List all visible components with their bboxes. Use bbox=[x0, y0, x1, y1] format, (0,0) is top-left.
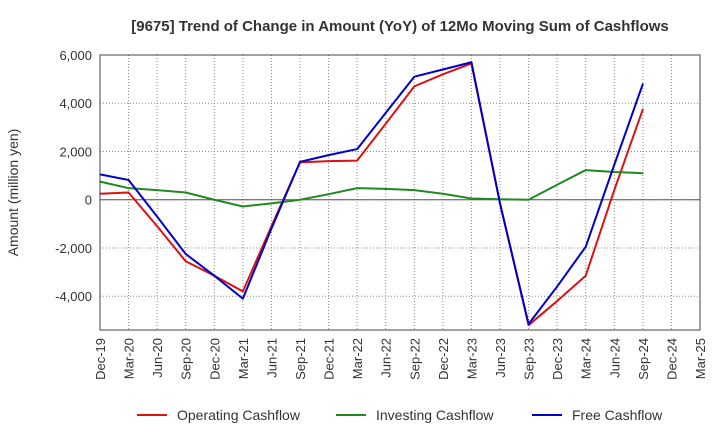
data-point bbox=[242, 297, 244, 300]
data-point bbox=[642, 108, 644, 111]
legend-label: Investing Cashflow bbox=[376, 407, 494, 423]
data-point bbox=[470, 197, 473, 200]
data-point bbox=[184, 260, 187, 263]
legend-label: Operating Cashflow bbox=[177, 407, 301, 423]
data-point bbox=[156, 189, 158, 191]
data-point bbox=[213, 274, 216, 277]
data-point bbox=[384, 188, 387, 190]
data-point bbox=[327, 193, 330, 195]
x-tick-label: Sep-20 bbox=[179, 338, 194, 380]
data-point bbox=[584, 245, 587, 248]
x-tick-label: Dec-22 bbox=[436, 338, 451, 380]
x-tick-label: Mar-22 bbox=[350, 338, 365, 379]
data-point bbox=[584, 274, 587, 277]
data-point bbox=[384, 112, 387, 114]
data-point bbox=[213, 198, 216, 201]
series-line-investing-cashflow bbox=[99, 169, 643, 208]
x-tick-label: Jun-22 bbox=[379, 338, 394, 378]
data-point bbox=[442, 68, 444, 71]
x-tick-label: Jun-24 bbox=[607, 338, 622, 378]
data-point bbox=[613, 163, 616, 166]
data-point bbox=[356, 148, 358, 150]
x-tick-label: Mar-20 bbox=[122, 338, 137, 379]
data-point bbox=[413, 189, 416, 191]
data-point bbox=[442, 192, 444, 195]
data-point bbox=[556, 300, 558, 302]
data-point bbox=[527, 198, 530, 201]
series-layer bbox=[99, 61, 644, 327]
x-tick-label: Jun-21 bbox=[264, 338, 279, 378]
x-tick-label: Mar-23 bbox=[464, 338, 479, 379]
x-tick-label: Dec-24 bbox=[664, 338, 679, 380]
y-axis-label: Amount (million yen) bbox=[5, 129, 21, 257]
legend-item: Free Cashflow bbox=[532, 407, 663, 423]
data-point bbox=[642, 172, 644, 175]
data-point bbox=[584, 169, 587, 171]
data-point bbox=[413, 75, 416, 78]
x-tick-label: Dec-20 bbox=[207, 338, 222, 380]
x-tick-label: Mar-24 bbox=[579, 338, 594, 379]
data-point bbox=[470, 61, 473, 64]
data-point bbox=[270, 227, 273, 230]
x-tick-label: Sep-24 bbox=[636, 338, 651, 380]
data-point bbox=[327, 160, 330, 162]
data-point bbox=[442, 73, 444, 76]
legend-label: Free Cashflow bbox=[572, 407, 663, 423]
chart-title: [9675] Trend of Change in Amount (YoY) o… bbox=[131, 18, 669, 35]
y-tick-label: 2,000 bbox=[59, 144, 92, 159]
x-tick-label: Dec-23 bbox=[550, 338, 565, 380]
data-point bbox=[127, 187, 130, 189]
series-line-free-cashflow bbox=[99, 61, 644, 325]
y-tick-label: 6,000 bbox=[59, 48, 92, 63]
data-point bbox=[613, 171, 616, 173]
x-tick-label: Sep-22 bbox=[407, 338, 422, 380]
x-tick-labels: Dec-19 Mar-20 Jun-20 Sep-20 Dec-20 Mar-21 Jun-… bbox=[93, 338, 708, 380]
x-tick-label: Jun-20 bbox=[150, 338, 165, 378]
y-tick-label: -2,000 bbox=[55, 241, 92, 256]
series-line-operating-cashflow bbox=[99, 62, 644, 327]
data-point bbox=[127, 179, 130, 181]
x-tick-label: Dec-19 bbox=[93, 338, 108, 380]
data-point bbox=[184, 191, 187, 194]
data-point bbox=[156, 215, 158, 218]
data-point bbox=[127, 191, 130, 194]
x-tick-label: Dec-21 bbox=[322, 338, 337, 380]
y-tick-label: 0 bbox=[85, 193, 92, 208]
data-point bbox=[384, 122, 387, 125]
frame-layer bbox=[99, 54, 701, 331]
data-point bbox=[613, 189, 616, 191]
x-tick-label: Mar-21 bbox=[236, 338, 251, 379]
legend-item: Investing Cashflow bbox=[336, 407, 494, 423]
data-point bbox=[156, 225, 158, 228]
data-point bbox=[184, 253, 187, 255]
x-tick-label: Mar-25 bbox=[693, 338, 708, 379]
plot-frame bbox=[99, 54, 701, 331]
legend: Operating Cashflow Investing Cashflow Free… bbox=[137, 407, 663, 423]
x-tick-label: Sep-23 bbox=[522, 338, 537, 380]
x-tick-label: Sep-21 bbox=[293, 338, 308, 380]
data-point bbox=[499, 202, 501, 205]
legend-item: Operating Cashflow bbox=[137, 407, 301, 423]
data-point bbox=[556, 183, 558, 186]
y-tick-label: -4,000 bbox=[55, 289, 92, 304]
data-point bbox=[527, 323, 530, 325]
data-point bbox=[356, 187, 358, 189]
data-point bbox=[327, 154, 330, 156]
data-point bbox=[270, 202, 273, 205]
data-point bbox=[242, 205, 244, 208]
data-point bbox=[299, 198, 301, 201]
x-tick-label: Jun-23 bbox=[493, 338, 508, 378]
data-point bbox=[556, 285, 558, 288]
data-point bbox=[642, 83, 644, 85]
data-point bbox=[356, 159, 358, 162]
data-point bbox=[299, 161, 301, 163]
data-point bbox=[413, 85, 416, 88]
data-point bbox=[242, 290, 244, 293]
y-tick-label: 4,000 bbox=[59, 96, 92, 111]
y-tick-labels: -4,000 -2,000 0 2,000 4,000 6,000 bbox=[55, 48, 92, 304]
